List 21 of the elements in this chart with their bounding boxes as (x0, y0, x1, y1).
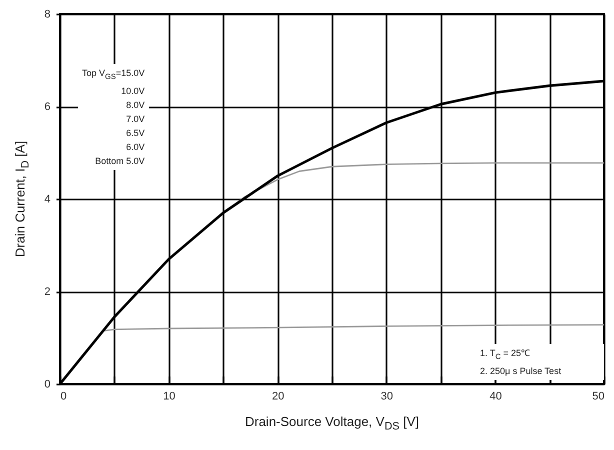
annotation: 1. T$_{C}$ = 25℃ (480, 347, 532, 363)
annotation: 7.0V (125, 112, 145, 126)
annotation: 6.5V (125, 126, 145, 140)
y-tick-label: 2 (44, 286, 50, 298)
y-tick-label: 8 (44, 8, 50, 20)
x-tick-label: 0 (60, 390, 67, 402)
annotation: 8.0V (125, 98, 145, 112)
y-tick-label: 4 (44, 194, 50, 206)
annotation: 10.0V (120, 84, 145, 98)
annotation: Top V$_{GS}$=15.0V (82, 67, 145, 83)
annotation: 2. 250μ s Pulse Test (480, 364, 562, 378)
x-tick-label: 20 (272, 390, 284, 402)
x-tick-label: 50 (592, 390, 604, 402)
x-tick-label: 10 (163, 390, 176, 402)
y-tick-label: 6 (44, 101, 50, 113)
x-tick-label: 40 (490, 390, 502, 402)
annotation: Bottom 5.0V (94, 154, 145, 168)
x-axis-title: Drain-Source Voltage, V$_{DS}$ [V] (244, 414, 420, 433)
x-tick-label: 30 (380, 390, 394, 402)
annotation: 6.0V (125, 140, 145, 154)
y-tick-label: 0 (44, 378, 50, 390)
